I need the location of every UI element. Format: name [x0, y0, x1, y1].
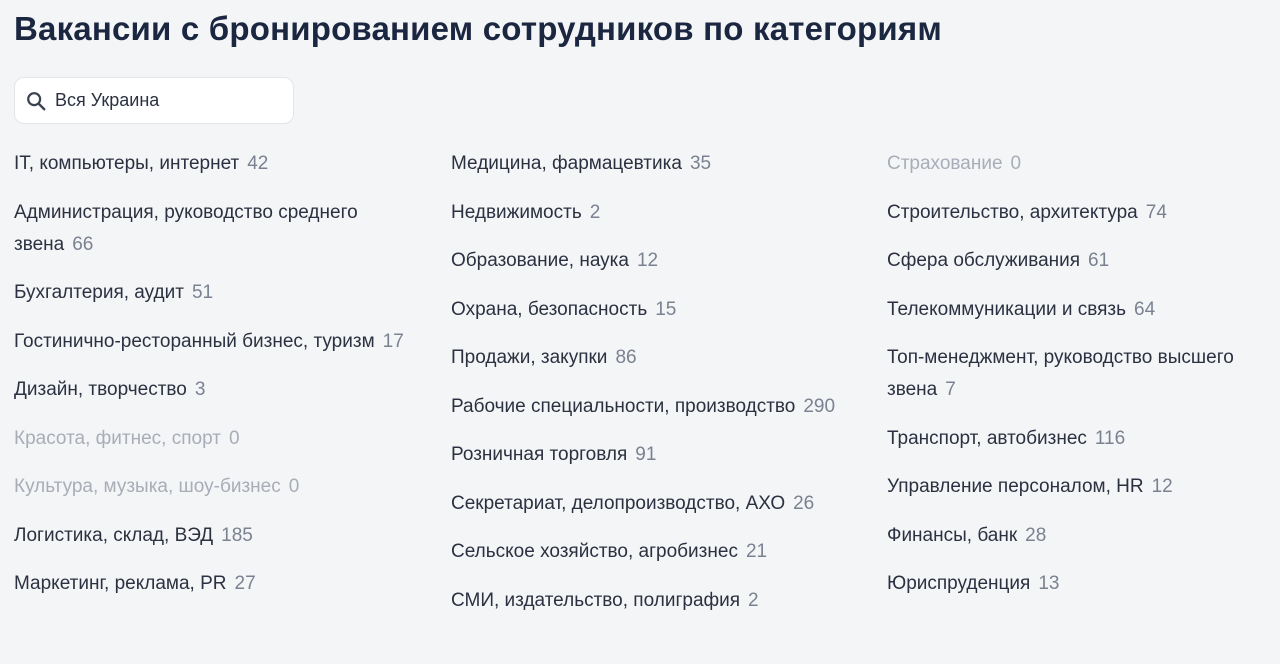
category-count: 21	[745, 541, 768, 562]
category-link[interactable]: Маркетинг, реклама, PR 27	[14, 568, 406, 600]
category-label: СМИ, издательство, полиграфия	[451, 589, 741, 611]
category-count: 27	[234, 573, 256, 594]
category-count: 2	[748, 589, 759, 611]
category-link[interactable]: Сельское хозяйство, агробизнес 21	[451, 536, 843, 568]
category-label: Телекоммуникации и связь	[887, 298, 1127, 320]
category-label: Транспорт, автобизнес	[887, 427, 1087, 449]
category-link[interactable]: Топ-менеджмент, руководство высшего звен…	[887, 342, 1279, 406]
category-count: 3	[194, 379, 206, 400]
category-label: Недвижимость	[451, 201, 582, 223]
category-label: Медицина, фармацевтика	[451, 153, 682, 174]
category-label: Юриспруденция	[887, 573, 1031, 594]
category-link[interactable]: Страхование 0	[887, 148, 1279, 180]
region-search[interactable]	[14, 77, 294, 124]
category-link[interactable]: Секретариат, делопроизводство, АХО 26	[451, 488, 843, 520]
region-input[interactable]	[55, 90, 275, 111]
category-label: Администрация, руководство среднего звен…	[14, 201, 358, 255]
category-count: 15	[655, 298, 677, 320]
category-link[interactable]: Финансы, банк 28	[887, 520, 1279, 552]
category-link[interactable]: Красота, фитнес, спорт 0	[14, 423, 406, 455]
category-count: 116	[1094, 427, 1126, 449]
category-label: Дизайн, творчество	[14, 379, 187, 400]
category-count: 26	[793, 492, 815, 514]
category-count: 64	[1134, 298, 1156, 320]
category-link[interactable]: Бухгалтерия, аудит 51	[14, 277, 406, 309]
category-count: 290	[803, 395, 836, 417]
category-label: Сфера обслуживания	[887, 250, 1081, 271]
category-count: 42	[247, 153, 269, 174]
category-count: 7	[945, 379, 956, 400]
category-label: Финансы, банк	[887, 524, 1018, 546]
category-link[interactable]: Транспорт, автобизнес 116	[887, 423, 1279, 455]
category-link[interactable]: Управление персоналом, HR 12	[887, 471, 1279, 503]
page-title: Вакансии с бронированием сотрудников по …	[14, 10, 942, 47]
category-count: 0	[288, 476, 300, 497]
category-count: 66	[72, 233, 94, 255]
search-icon	[27, 91, 46, 110]
category-column-3: Страхование 0 Строительство, архитектура 74…	[887, 148, 1279, 617]
category-count: 74	[1145, 201, 1167, 223]
category-link[interactable]: Недвижимость 2	[451, 197, 843, 229]
category-link[interactable]: IT, компьютеры, интернет 42	[14, 148, 406, 180]
category-link[interactable]: Охрана, безопасность 15	[451, 294, 843, 326]
category-count: 51	[191, 282, 214, 303]
category-label: Топ-менеджмент, руководство высшего звен…	[887, 347, 1234, 400]
category-link[interactable]: Культура, музыка, шоу-бизнес 0	[14, 471, 406, 503]
category-link[interactable]: Логистика, склад, ВЭД 185	[14, 520, 406, 552]
category-count: 86	[615, 347, 637, 368]
category-link[interactable]: Сфера обслуживания 61	[887, 245, 1279, 277]
category-count: 0	[228, 427, 240, 449]
category-count: 12	[1151, 476, 1173, 497]
category-column-2: Медицина, фармацевтика 35 Недвижимость 2 Обр…	[451, 148, 843, 633]
category-count: 17	[382, 330, 404, 352]
category-count: 0	[1010, 153, 1022, 174]
category-link[interactable]: Медицина, фармацевтика 35	[451, 148, 843, 180]
category-link[interactable]: Администрация, руководство среднего звен…	[14, 197, 406, 261]
category-count: 61	[1088, 250, 1110, 271]
category-label: Гостинично-ресторанный бизнес, туризм	[14, 330, 375, 352]
category-label: Сельское хозяйство, агробизнес	[451, 541, 738, 562]
category-link[interactable]: Продажи, закупки 86	[451, 342, 843, 374]
category-label: Секретариат, делопроизводство, АХО	[451, 492, 786, 514]
category-label: Страхование	[887, 153, 1003, 174]
category-count: 91	[635, 444, 657, 465]
category-count: 2	[589, 201, 601, 223]
category-label: Управление персоналом, HR	[887, 476, 1144, 497]
category-label: Маркетинг, реклама, PR	[14, 573, 227, 594]
category-link[interactable]: Рабочие специальности, производство 290	[451, 391, 843, 423]
category-label: Рабочие специальности, производство	[451, 395, 796, 417]
category-label: Логистика, склад, ВЭД	[14, 524, 214, 546]
category-label: Строительство, архитектура	[887, 201, 1138, 223]
category-label: IT, компьютеры, интернет	[14, 153, 240, 174]
category-link[interactable]: Строительство, архитектура 74	[887, 197, 1279, 229]
category-count: 13	[1038, 573, 1060, 594]
category-link[interactable]: Юриспруденция 13	[887, 568, 1279, 600]
category-link[interactable]: Розничная торговля 91	[451, 439, 843, 471]
category-label: Розничная торговля	[451, 444, 628, 465]
category-label: Культура, музыка, шоу-бизнес	[14, 476, 281, 497]
category-label: Охрана, безопасность	[451, 298, 648, 320]
category-link[interactable]: Гостинично-ресторанный бизнес, туризм 17	[14, 326, 406, 358]
category-count: 35	[689, 153, 712, 174]
category-count: 12	[636, 250, 659, 271]
category-link[interactable]: Дизайн, творчество 3	[14, 374, 406, 406]
category-link[interactable]: Образование, наука 12	[451, 245, 843, 277]
category-column-1: IT, компьютеры, интернет 42 Администрация,…	[14, 148, 406, 617]
category-link[interactable]: Телекоммуникации и связь 64	[887, 294, 1279, 326]
category-count: 28	[1025, 524, 1047, 546]
category-label: Красота, фитнес, спорт	[14, 427, 221, 449]
category-label: Образование, наука	[451, 250, 629, 271]
category-link[interactable]: СМИ, издательство, полиграфия 2	[451, 585, 843, 617]
category-label: Бухгалтерия, аудит	[14, 282, 184, 303]
category-count: 185	[221, 524, 253, 546]
category-label: Продажи, закупки	[451, 347, 608, 368]
